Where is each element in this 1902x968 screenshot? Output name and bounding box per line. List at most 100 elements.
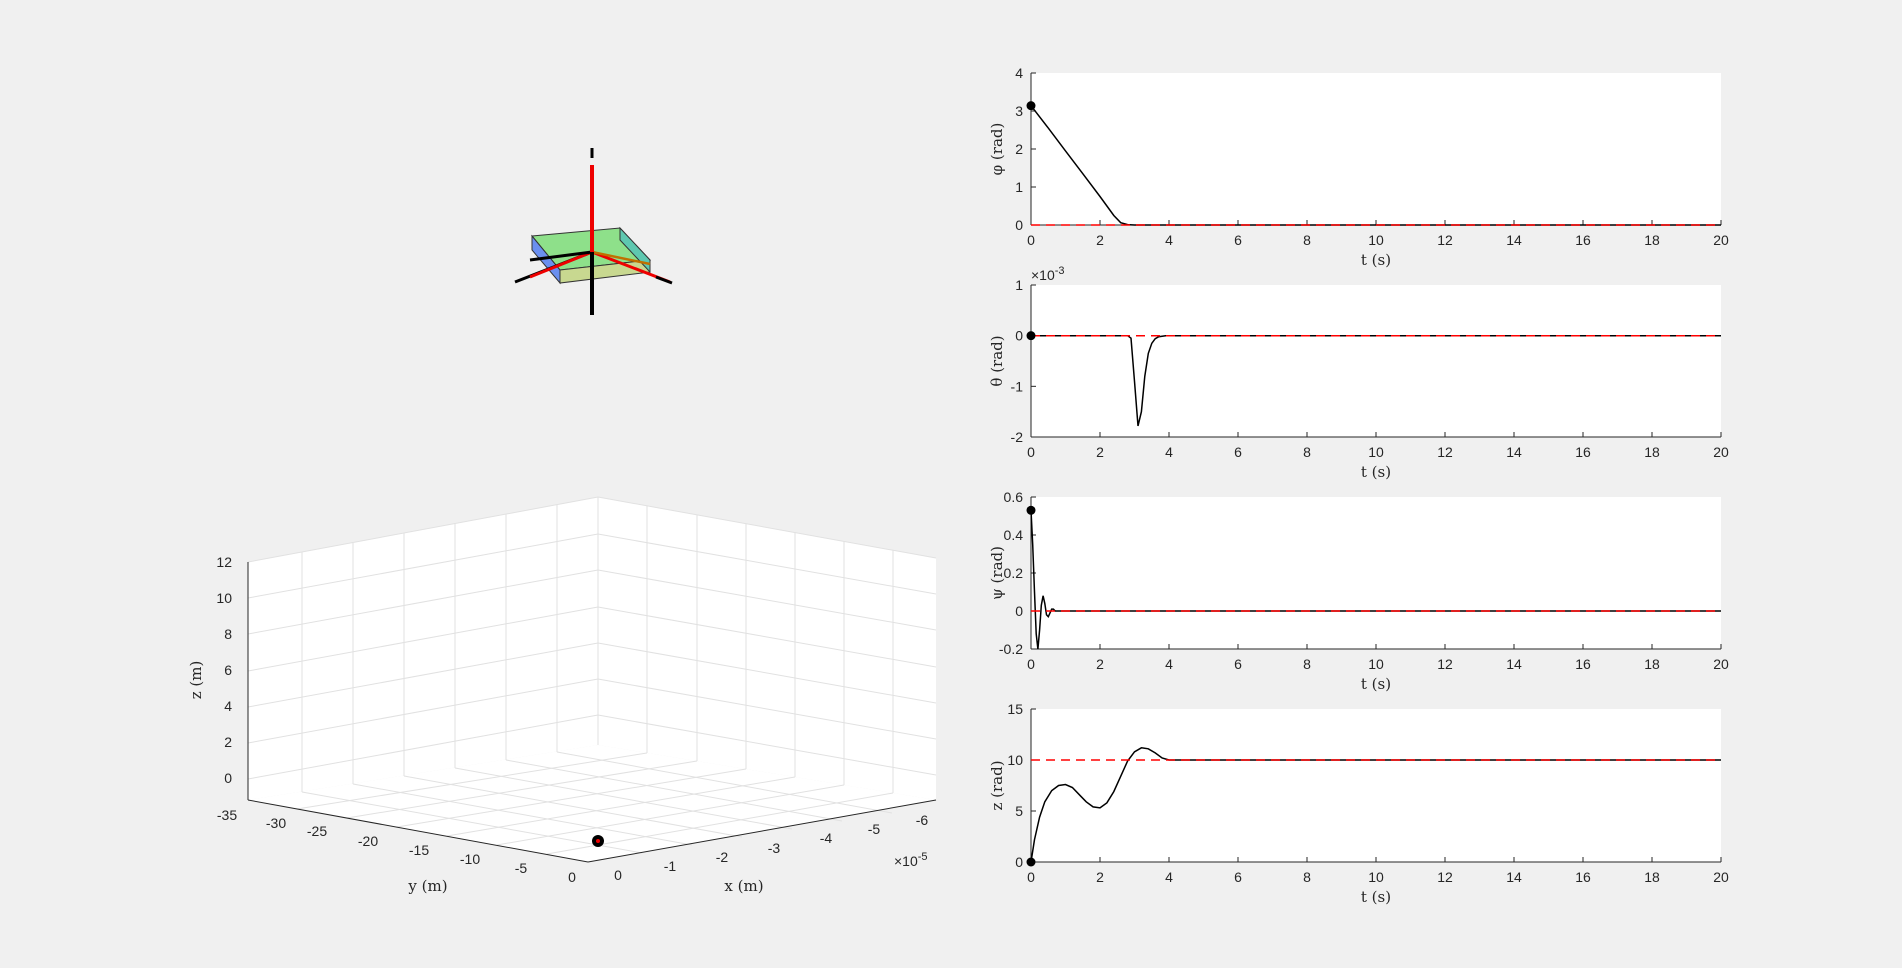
arm-front-orange [591,250,651,266]
x-tick-label: -3 [768,840,781,856]
x-tick-label: 8 [1303,869,1311,885]
plot-area [1031,285,1721,437]
start-marker [1026,101,1036,111]
x-axis-line [587,799,937,863]
x-tick-label: 8 [1303,444,1311,460]
x-tick-label: 12 [1437,656,1453,672]
x-tick-label: 6 [1234,444,1242,460]
x-axis-label: t (s) [1361,463,1391,481]
x-tick-label: 20 [1713,444,1729,460]
x-tick-label: 12 [1437,444,1453,460]
y-tick-label: 0 [568,869,576,885]
x-tick-label: 20 [1713,869,1729,885]
x-tick-label: -1 [664,858,677,874]
x-tick-label: 0 [1027,869,1035,885]
x-tick-label: 18 [1644,232,1660,248]
y-tick-label: 0 [1015,328,1023,344]
x-tick-label: 4 [1165,232,1173,248]
x-exponent-label: ×10-5 [894,851,928,869]
x-tick-label: 6 [1234,656,1242,672]
y-tick-label: 10 [1007,752,1023,768]
x-axis-label-3d: x (m) [724,877,763,895]
y-axis-label: z (rad) [988,760,1006,810]
response-line [1030,105,1721,226]
x-tick-labels: 0 -1 -2 -3 -4 -5 -6 ×10-5 [614,812,928,883]
x-tick-label: 14 [1506,869,1522,885]
z-tick-label: 12 [216,554,232,570]
start-marker [1026,857,1036,867]
x-tick-label: -2 [716,849,729,865]
y-tick-label: -1 [1011,378,1024,394]
quadrotor-model [514,148,673,315]
x-tick-label: 6 [1234,232,1242,248]
arm-right-tip [655,275,673,285]
y-tick-label: -10 [460,851,480,867]
x-tick-label: 10 [1368,232,1384,248]
y-tick-label: 1 [1015,277,1023,293]
x-tick-label: 6 [1234,869,1242,885]
z-tick-label: 0 [224,770,232,786]
x-tick-label: 4 [1165,869,1173,885]
start-marker [1026,505,1036,515]
x-tick-label: 16 [1575,232,1591,248]
y-tick-label: -25 [307,823,327,839]
x-tick-label: 0 [1027,656,1035,672]
grid-3d [247,496,937,855]
x-tick-label: 18 [1644,869,1660,885]
plot-area [1031,709,1721,862]
y-axis-label-3d: y (m) [407,877,447,895]
arm-back-black [529,250,593,262]
y-tick-label: -20 [358,833,378,849]
y-tick-label: 0.4 [1004,527,1024,543]
y-axis-label: ψ (rad) [988,546,1006,600]
x-tick-label: 0 [1027,232,1035,248]
z-tick-label: 2 [224,734,232,750]
x-tick-label: 10 [1368,444,1384,460]
y-tick-label: 3 [1015,103,1023,119]
y-tick-label: -30 [266,815,286,831]
y-axis-label: θ (rad) [988,335,1006,386]
x-tick-label: 14 [1506,444,1522,460]
y-tick-label: 0 [1015,603,1023,619]
x-tick-label: 2 [1096,444,1104,460]
x-tick-label: -4 [820,830,833,846]
axes-3d-floor [248,745,936,862]
x-tick-label: 16 [1575,869,1591,885]
y-tick-label: -15 [409,842,429,858]
subplot-3: 0 2 4 6 8 10 12 14 16 18 20-0.200.20.40.6t (s)ψ (r… [988,489,1729,693]
axes-3d [247,496,937,863]
y-tick-label: -5 [515,860,528,876]
x-axis-label: t (s) [1361,888,1391,906]
x-tick-label: 14 [1506,232,1522,248]
position-marker-center [596,839,600,843]
y-axis-label: φ (rad) [988,123,1006,176]
y-exponent-label: ×10-3 [1031,265,1065,283]
subplot-4: 0 2 4 6 8 10 12 14 16 18 20 0 5 10 15 t (s) z (rad) [988,701,1729,906]
x-tick-label: 8 [1303,232,1311,248]
x-tick-label: 12 [1437,869,1453,885]
z-tick-label: 6 [224,662,232,678]
y-tick-label: 0.6 [1004,489,1024,505]
y-tick-label: -35 [217,807,237,823]
y-tick-label: -0.2 [999,641,1023,657]
x-tick-label: 18 [1644,444,1660,460]
x-tick-label: 0 [614,867,622,883]
y-tick-label: 0.2 [1004,565,1024,581]
z-tick-label: 10 [216,590,232,606]
y-tick-label: 5 [1015,803,1023,819]
plot-area [1031,497,1721,649]
x-tick-label: 20 [1713,232,1729,248]
response-line [1031,334,1721,427]
y-tick-label: 2 [1015,141,1023,157]
start-marker [1026,331,1036,341]
x-axis-label: t (s) [1361,675,1391,693]
x-tick-label: 8 [1303,656,1311,672]
subplot-2: 0 2 4 6 8 10 12 14 16 18 20 -2 -1 0 1 t (s) θ (rad) ×10-3 [988,265,1729,481]
axes-3d-wall-left-fill [248,497,598,800]
response-line [1030,747,1721,863]
x-tick-label: 4 [1165,656,1173,672]
x-axis-label: t (s) [1361,251,1391,269]
